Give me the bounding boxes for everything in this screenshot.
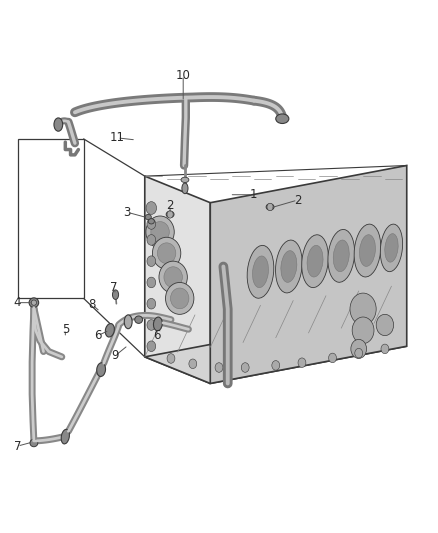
Ellipse shape	[354, 224, 381, 277]
Text: 1: 1	[249, 188, 257, 201]
Ellipse shape	[166, 211, 174, 217]
Ellipse shape	[302, 235, 328, 288]
Ellipse shape	[307, 245, 323, 277]
Ellipse shape	[153, 317, 162, 331]
Ellipse shape	[29, 298, 39, 308]
Ellipse shape	[157, 243, 176, 264]
Ellipse shape	[380, 224, 403, 272]
Circle shape	[328, 353, 336, 363]
Ellipse shape	[252, 256, 268, 288]
Circle shape	[167, 211, 173, 218]
Ellipse shape	[170, 288, 189, 309]
Ellipse shape	[145, 214, 151, 220]
Ellipse shape	[124, 315, 132, 329]
Circle shape	[147, 277, 155, 288]
Ellipse shape	[31, 300, 36, 305]
Text: 2: 2	[294, 193, 301, 207]
Circle shape	[147, 219, 155, 229]
Text: 6: 6	[94, 329, 101, 342]
Text: 6: 6	[153, 329, 161, 342]
Text: 7: 7	[14, 440, 21, 453]
Ellipse shape	[151, 222, 169, 243]
Text: 8: 8	[89, 298, 96, 311]
Circle shape	[272, 361, 280, 370]
Ellipse shape	[333, 240, 349, 272]
Ellipse shape	[146, 216, 174, 248]
Ellipse shape	[328, 229, 355, 282]
Polygon shape	[145, 320, 407, 383]
Circle shape	[381, 344, 389, 354]
Circle shape	[241, 363, 249, 372]
Ellipse shape	[148, 219, 154, 224]
Ellipse shape	[276, 114, 289, 124]
Circle shape	[351, 340, 367, 359]
Text: 3: 3	[124, 206, 131, 219]
Polygon shape	[145, 176, 210, 383]
Text: 10: 10	[176, 69, 191, 82]
Text: 4: 4	[14, 296, 21, 309]
Circle shape	[167, 354, 175, 364]
Circle shape	[147, 298, 155, 309]
Text: 2: 2	[166, 199, 174, 212]
Ellipse shape	[113, 290, 119, 300]
Ellipse shape	[135, 316, 143, 324]
Ellipse shape	[276, 240, 302, 293]
Circle shape	[147, 256, 155, 266]
Circle shape	[267, 203, 273, 211]
Ellipse shape	[30, 439, 38, 447]
Ellipse shape	[181, 177, 189, 182]
Circle shape	[355, 349, 363, 358]
Ellipse shape	[105, 324, 114, 337]
Text: 5: 5	[62, 322, 69, 336]
Ellipse shape	[247, 245, 274, 298]
Ellipse shape	[97, 363, 106, 376]
Ellipse shape	[166, 282, 194, 314]
Circle shape	[376, 314, 394, 336]
Circle shape	[350, 293, 376, 325]
Circle shape	[215, 363, 223, 372]
Circle shape	[147, 341, 155, 352]
Ellipse shape	[385, 233, 398, 262]
Text: 11: 11	[110, 131, 125, 144]
Text: 9: 9	[111, 349, 119, 362]
Ellipse shape	[54, 118, 63, 131]
Circle shape	[146, 201, 156, 214]
Circle shape	[298, 358, 306, 368]
Ellipse shape	[152, 237, 181, 269]
Circle shape	[352, 317, 374, 344]
Polygon shape	[210, 165, 407, 383]
Ellipse shape	[266, 204, 274, 210]
Ellipse shape	[164, 266, 182, 287]
Ellipse shape	[360, 235, 375, 266]
Ellipse shape	[159, 261, 187, 293]
Ellipse shape	[281, 251, 297, 282]
Ellipse shape	[182, 183, 188, 193]
Circle shape	[147, 320, 155, 330]
Circle shape	[147, 235, 155, 245]
Text: 7: 7	[110, 281, 118, 294]
Ellipse shape	[61, 429, 70, 444]
Circle shape	[189, 359, 197, 368]
